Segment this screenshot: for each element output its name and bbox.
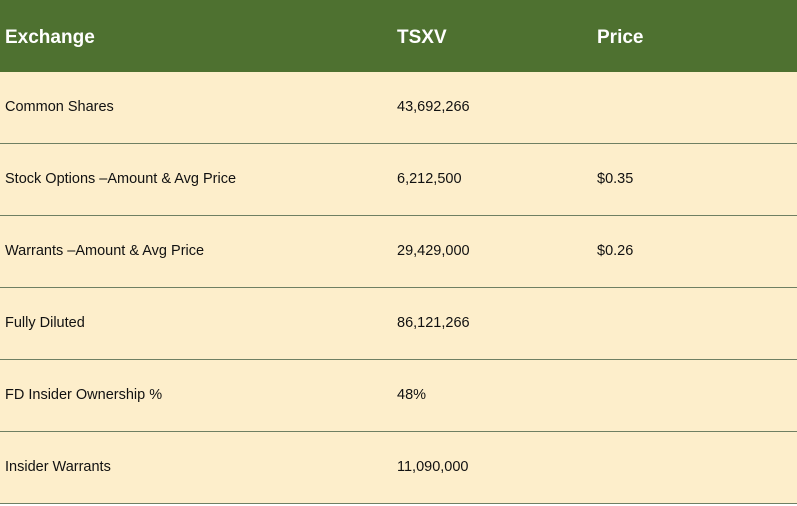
- row-tsxv: 6,212,500: [397, 171, 462, 187]
- row-price: $0.26: [597, 243, 634, 259]
- row-tsxv: 29,429,000: [397, 243, 470, 259]
- header-price: Price: [597, 27, 644, 48]
- row-tsxv: 86,121,266: [397, 315, 470, 331]
- table-row: Fully Diluted 86,121,266: [0, 288, 797, 360]
- row-label: Insider Warrants: [5, 459, 111, 475]
- table-row: Warrants –Amount & Avg Price 29,429,000 …: [0, 216, 797, 288]
- row-tsxv: 43,692,266: [397, 99, 470, 115]
- header-exchange: Exchange: [5, 27, 95, 48]
- row-label: Warrants –Amount & Avg Price: [5, 243, 205, 259]
- table-row: Stock Options –Amount & Avg Price 6,212,…: [0, 144, 797, 216]
- header-tsxv: TSXV: [397, 27, 447, 48]
- row-label: FD Insider Ownership %: [5, 387, 163, 403]
- table-row: FD Insider Ownership % 48%: [0, 360, 797, 432]
- row-label: Fully Diluted: [5, 315, 85, 331]
- table-row: Insider Warrants 11,090,000: [0, 432, 797, 504]
- row-label: Common Shares: [5, 99, 114, 115]
- table-header: Exchange TSXV Price: [0, 0, 797, 72]
- row-label: Stock Options –Amount & Avg Price: [5, 171, 237, 187]
- row-price: $0.35: [597, 171, 634, 187]
- row-tsxv: 11,090,000: [397, 459, 469, 475]
- row-tsxv: 48%: [397, 387, 427, 403]
- table-row: Common Shares 43,692,266: [0, 72, 797, 144]
